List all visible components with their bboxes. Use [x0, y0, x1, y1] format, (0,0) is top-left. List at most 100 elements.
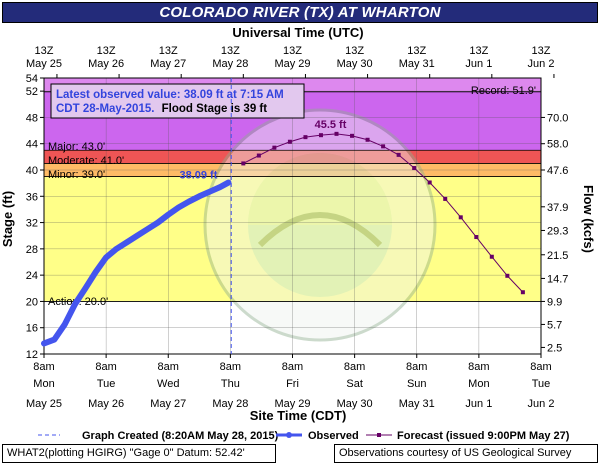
y-tick-label: 54: [26, 73, 38, 85]
observed-point: [134, 233, 140, 239]
x-tick-label: Tue: [532, 378, 551, 390]
footer-source-box: Observations courtesy of US Geological S…: [334, 444, 598, 463]
x-tick-label: 8am: [282, 361, 303, 373]
x-tick-label: Jun 1: [465, 398, 492, 410]
y-tick-label: 48: [26, 112, 38, 124]
y2-tick-label: 29.3: [547, 225, 568, 237]
x2-tick-label: 13Z: [97, 45, 116, 57]
x-tick-label: May 26: [88, 398, 124, 410]
x2-tick-label: 13Z: [407, 45, 426, 57]
x2-tick-label: Jun 1: [465, 58, 492, 70]
latest-observation-line1: Latest observed value: 38.09 ft at 7:15 …: [56, 89, 284, 101]
x-tick-label: Jun 2: [528, 398, 555, 410]
x2-tick-label: May 27: [150, 58, 186, 70]
y2-tick-label: 2.5: [547, 342, 562, 354]
forecast-point: [381, 144, 386, 149]
x-tick-label: May 25: [26, 398, 62, 410]
seal-upper-half: [248, 153, 392, 225]
x2-tick-label: May 25: [26, 58, 62, 70]
observed-point: [124, 239, 130, 245]
x-tick-label: May 27: [150, 398, 186, 410]
x-tick-label: 8am: [158, 361, 179, 373]
forecast-point: [272, 145, 277, 150]
flood-stage-labels: Record: 51.9' Major: 43.0' Moderate: 41.…: [48, 85, 536, 308]
observed-point: [225, 180, 231, 186]
x-tick-label: 8am: [33, 361, 54, 373]
x-tick-label: 8am: [530, 361, 551, 373]
x-axis-label: Site Time (CDT): [250, 408, 347, 423]
forecast-point: [287, 139, 292, 144]
x-tick-label: May 28: [212, 398, 248, 410]
x-tick-label: 8am: [344, 361, 365, 373]
x2-tick-label: May 28: [212, 58, 248, 70]
observed-point: [217, 184, 223, 190]
observed-point: [207, 189, 213, 195]
noaa-watermark: [203, 108, 437, 342]
x2-tick-label: May 31: [399, 58, 435, 70]
x2-tick-label: 13Z: [532, 45, 551, 57]
observed-point: [113, 246, 119, 252]
x-tick-label: 8am: [95, 361, 116, 373]
observed-point: [51, 337, 57, 343]
x-tick-label: Thu: [221, 378, 240, 390]
forecast-point: [427, 180, 432, 185]
forecast-point: [241, 161, 246, 166]
observed-point: [186, 199, 192, 205]
latest-observation-box: Latest observed value: 38.09 ft at 7:15 …: [50, 83, 305, 119]
y2-tick-label: 21.5: [547, 250, 568, 262]
x2-tick-label: 13Z: [159, 45, 178, 57]
chart-title: COLORADO RIVER (TX) AT WHARTON: [159, 4, 441, 21]
x2-tick-label: 13Z: [283, 45, 302, 57]
y-tick-label: 24: [26, 270, 38, 282]
chart-title-bar: COLORADO RIVER (TX) AT WHARTON: [2, 2, 598, 23]
forecast-point: [412, 166, 417, 171]
observed-point: [165, 212, 171, 218]
forecast-point: [474, 235, 479, 240]
y-tick-label: 12: [26, 349, 38, 361]
record-stage-label: Record: 51.9': [471, 85, 536, 97]
y-tick-label: 44: [26, 139, 38, 151]
observed-point: [145, 226, 151, 232]
x2-tick-label: 13Z: [345, 45, 364, 57]
x-tick-label: 8am: [406, 361, 427, 373]
chart-legend: Graph Created (8:20AM May 28, 2015) Obse…: [38, 430, 570, 442]
x2-tick-label: May 30: [337, 58, 373, 70]
observed-point: [196, 193, 202, 199]
footer-source: Observations courtesy of US Geological S…: [339, 447, 572, 459]
y2-tick-label: 47.6: [547, 165, 568, 177]
x2-tick-label: May 29: [274, 58, 310, 70]
seal-bird-icon: [257, 212, 383, 248]
x-tick-label: 8am: [220, 361, 241, 373]
forecast-point: [443, 196, 448, 201]
observed-point: [62, 321, 68, 327]
x-tick-label: May 29: [274, 398, 310, 410]
forecast-series: [241, 131, 525, 295]
x-axis-bottom-ticks: 8am Mon May 25 8am Tue May 26 8am Wed May 27 8am T…: [26, 354, 555, 410]
svg-text:CDT 28-May-2015. Flood: CDT 28-May-2015. Flood Stage is 39 ft: [56, 103, 267, 115]
observed-point: [176, 204, 182, 210]
x2-tick-label: 13Z: [469, 45, 488, 57]
footer-datum-box: WHAT2(plotting HGIRG) "Gage 0" Datum: 52…: [2, 444, 276, 463]
observed-point: [82, 285, 88, 291]
forecast-point: [365, 137, 370, 142]
y2-tick-label: 14.7: [547, 273, 568, 285]
forecast-point: [256, 153, 261, 158]
x2-tick-label: 13Z: [35, 45, 54, 57]
forecast-crest-annotation: 45.5 ft: [315, 119, 347, 131]
y-tick-label: 16: [26, 323, 38, 335]
top-axis-title: Universal Time (UTC): [232, 25, 363, 40]
x-tick-label: 8am: [468, 361, 489, 373]
x-tick-label: May 31: [399, 398, 435, 410]
y2-tick-label: 58.0: [547, 139, 568, 151]
gridlines: [44, 78, 541, 354]
y-tick-label: 52: [26, 86, 38, 98]
seal-outer-ring: [203, 108, 437, 342]
x-tick-label: Mon: [33, 378, 54, 390]
y-tick-label: 40: [26, 165, 38, 177]
moderate-stage-label: Moderate: 41.0': [48, 155, 124, 167]
forecast-point: [396, 152, 401, 157]
x-tick-label: Sun: [407, 378, 427, 390]
observed-point: [155, 220, 161, 226]
